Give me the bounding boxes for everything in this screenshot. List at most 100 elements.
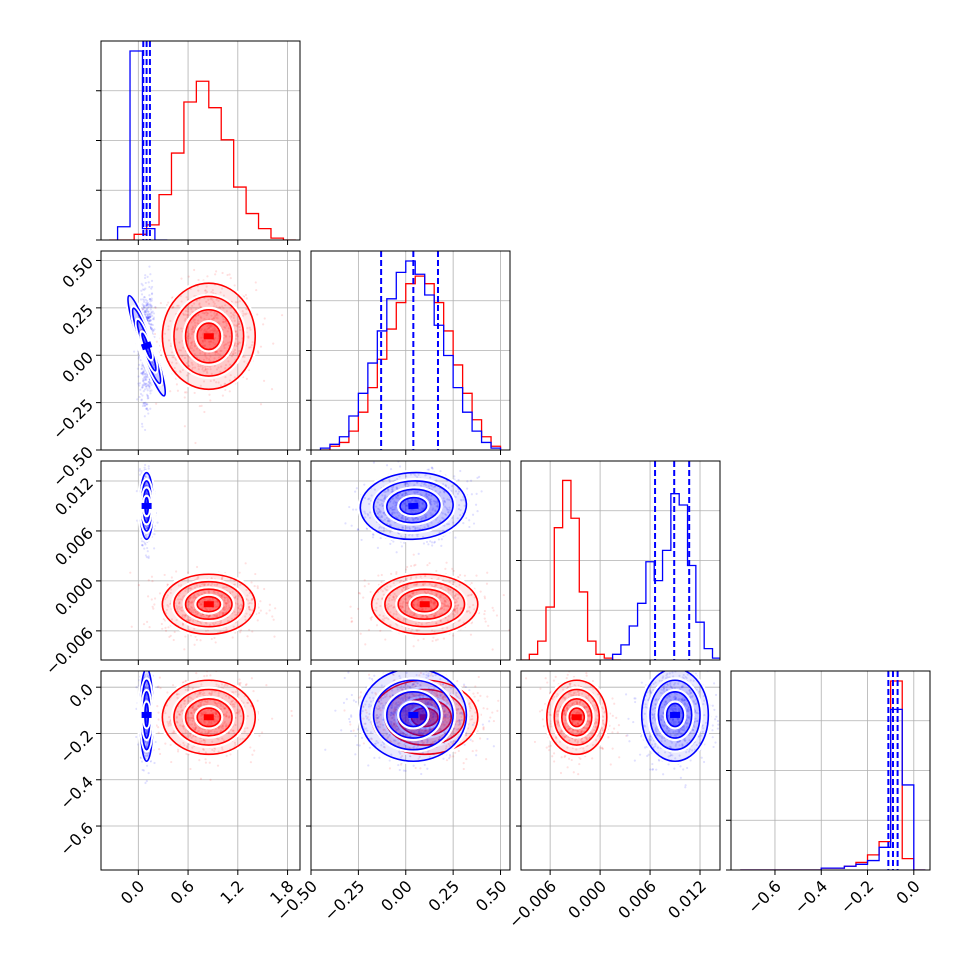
sample-point	[183, 319, 186, 322]
sample-point	[184, 688, 187, 692]
sample-point	[144, 403, 147, 406]
sample-point	[143, 401, 146, 405]
sample-point	[456, 609, 459, 612]
sample-point	[140, 372, 143, 375]
sample-point	[406, 565, 409, 569]
sample-point	[194, 596, 198, 599]
sample-point	[454, 601, 457, 604]
sample-point	[410, 510, 413, 514]
sample-point	[388, 599, 391, 602]
sample-point	[144, 311, 147, 314]
sample-point	[176, 304, 179, 307]
sample-point	[424, 607, 427, 610]
sample-point	[395, 551, 398, 554]
panel-content	[344, 461, 510, 651]
sample-point	[214, 353, 217, 356]
sample-point	[148, 298, 151, 301]
sample-point	[145, 382, 148, 385]
sample-point	[199, 704, 202, 707]
sample-point	[157, 726, 160, 729]
sample-point	[247, 701, 250, 704]
sample-point	[244, 293, 248, 297]
sample-point	[210, 709, 213, 712]
sample-point	[232, 703, 235, 706]
sample-point	[249, 608, 252, 611]
sample-point	[170, 351, 174, 354]
sample-point	[419, 484, 423, 487]
sample-point	[142, 379, 145, 383]
sample-point	[142, 307, 145, 311]
sample-point	[220, 365, 223, 368]
sample-point	[404, 578, 407, 581]
sample-point	[423, 482, 427, 485]
sample-point	[233, 583, 236, 586]
sample-point	[145, 393, 149, 396]
sample-point	[414, 500, 418, 503]
sample-point	[196, 730, 199, 733]
sample-point	[206, 328, 209, 331]
sample-point	[215, 298, 218, 301]
sample-point	[453, 609, 456, 613]
sample-point	[145, 525, 148, 528]
sample-point	[217, 726, 220, 729]
sample-point	[479, 590, 482, 593]
sample-point	[392, 508, 395, 511]
sample-point	[190, 716, 194, 719]
sample-point	[415, 491, 419, 494]
sample-point	[413, 473, 416, 476]
sample-point	[129, 571, 132, 574]
sample-point	[146, 317, 149, 320]
sample-point	[179, 598, 182, 601]
sample-point	[422, 615, 425, 618]
sample-point	[454, 495, 457, 499]
sample-point	[193, 643, 196, 646]
sample-point	[385, 616, 388, 620]
sample-point	[147, 281, 150, 284]
sample-point	[459, 608, 462, 611]
sample-point	[214, 336, 217, 340]
sample-point	[406, 604, 409, 607]
sample-point	[199, 603, 203, 606]
sample-point	[220, 611, 223, 614]
sample-point	[215, 731, 219, 734]
sample-point	[155, 340, 158, 343]
sample-point	[402, 517, 405, 520]
sample-point	[459, 573, 462, 577]
sample-point	[363, 496, 367, 500]
sample-point	[212, 614, 215, 617]
sample-point	[192, 326, 195, 330]
sample-point	[146, 403, 149, 406]
red-histogram	[320, 275, 502, 450]
sample-point	[153, 547, 156, 550]
sample-point	[217, 299, 220, 302]
sample-point	[144, 298, 148, 301]
sample-point	[149, 300, 152, 303]
sample-point	[419, 608, 423, 611]
sample-point	[214, 600, 217, 603]
sample-point	[233, 348, 237, 352]
sample-point	[218, 353, 222, 356]
sample-point	[144, 376, 147, 379]
sample-point	[355, 487, 358, 490]
sample-point	[385, 588, 388, 591]
sample-point	[146, 383, 150, 387]
sample-point	[408, 526, 411, 529]
sample-point	[372, 533, 375, 536]
sample-point	[405, 517, 409, 521]
sample-point	[379, 511, 382, 514]
sample-point	[146, 307, 149, 310]
sample-point	[200, 683, 203, 686]
sample-point	[221, 271, 224, 275]
sample-point	[434, 615, 437, 618]
sample-point	[201, 368, 204, 371]
sample-point	[388, 520, 391, 523]
sample-point	[388, 605, 391, 608]
sample-point	[175, 383, 178, 386]
sample-point	[174, 358, 178, 361]
sample-point	[426, 591, 430, 594]
sample-point	[391, 505, 394, 508]
contour-halo	[370, 477, 457, 534]
sample-point	[141, 298, 145, 301]
sample-point	[208, 761, 211, 764]
sample-point	[144, 301, 147, 304]
